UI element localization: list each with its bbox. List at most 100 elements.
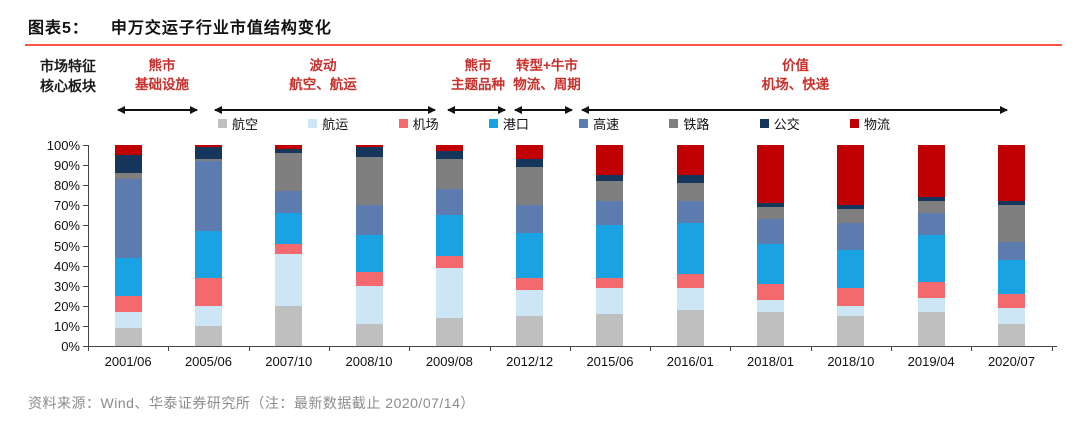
- bar-segment-物流: [194, 145, 222, 148]
- legend-swatch: [849, 119, 859, 128]
- bar-segment-公交: [596, 175, 624, 182]
- market-feature-label: 市场特征 核心板块: [40, 56, 96, 96]
- x-axis-label: 2018/01: [747, 354, 795, 369]
- legend-swatch: [669, 119, 679, 128]
- bar-segment-航空: [194, 325, 222, 346]
- bar-segment-铁路: [997, 205, 1025, 242]
- bar-segment-航运: [275, 253, 303, 306]
- bar-2001/06: [114, 145, 142, 346]
- x-axis-label: 2001/06: [104, 354, 152, 369]
- bar-segment-铁路: [676, 183, 704, 202]
- bar-segment-机场: [917, 281, 945, 298]
- phase-arrow-4: [514, 106, 573, 114]
- bar-segment-机场: [355, 271, 383, 286]
- bar-segment-航运: [194, 305, 222, 326]
- bar-segment-航运: [997, 307, 1025, 324]
- x-axis-tick: [248, 346, 250, 351]
- phase-label-transform-bull: 转型+牛市 物流、周期: [513, 58, 581, 92]
- bar-2015/06: [596, 145, 624, 346]
- phase-arrow-5: [581, 106, 1008, 114]
- legend-item-航运: 航运: [308, 114, 348, 133]
- bar-segment-铁路: [355, 157, 383, 206]
- chart-legend: 航空 航运 机场 港口 高速 铁路 公交 物流: [218, 114, 890, 133]
- bar-2007/10: [275, 145, 303, 346]
- bar-2018/10: [837, 145, 865, 346]
- bar-segment-航空: [757, 311, 785, 346]
- bar-segment-港口: [194, 231, 222, 278]
- y-axis-line: [88, 145, 89, 346]
- x-axis-tick: [88, 346, 89, 351]
- bar-segment-港口: [917, 235, 945, 282]
- legend-swatch: [398, 119, 408, 128]
- bar-segment-航空: [676, 309, 704, 346]
- bar-segment-高速: [355, 205, 383, 236]
- bar-segment-公交: [275, 149, 303, 154]
- bar-segment-公交: [355, 147, 383, 158]
- bar-segment-物流: [355, 145, 383, 148]
- x-axis-tick: [810, 346, 812, 351]
- bar-segment-航运: [114, 311, 142, 328]
- figure-label: 图表5：: [28, 20, 89, 37]
- bar-segment-物流: [917, 145, 945, 198]
- y-axis-label: 20%: [53, 298, 80, 314]
- bar-segment-铁路: [837, 209, 865, 224]
- bar-segment-港口: [837, 249, 865, 288]
- bar-segment-高速: [757, 219, 785, 244]
- y-axis-tick: [83, 165, 88, 167]
- bar-segment-高速: [435, 189, 463, 216]
- bar-segment-港口: [355, 235, 383, 272]
- bar-segment-高速: [596, 201, 624, 226]
- bar-segment-铁路: [114, 173, 142, 180]
- bar-segment-公交: [516, 159, 544, 168]
- legend-item-机场: 机场: [398, 114, 439, 133]
- x-axis-tick: [569, 346, 571, 351]
- bar-segment-航运: [596, 287, 624, 314]
- x-axis-label: 2019/04: [907, 354, 955, 369]
- x-axis-tick: [730, 346, 732, 351]
- bar-segment-航空: [596, 313, 624, 346]
- legend-item-航空: 航空: [218, 114, 258, 133]
- bar-segment-铁路: [275, 153, 303, 192]
- bar-segment-航运: [917, 297, 945, 312]
- bar-segment-港口: [676, 223, 704, 274]
- bar-segment-航空: [355, 323, 383, 346]
- bar-segment-公交: [997, 201, 1025, 206]
- bar-segment-机场: [837, 287, 865, 306]
- bar-segment-航运: [757, 299, 785, 312]
- legend-item-高速: 高速: [579, 114, 619, 133]
- bar-segment-港口: [114, 257, 142, 296]
- y-axis-label: 60%: [53, 218, 80, 234]
- y-axis-tick: [83, 285, 88, 287]
- phase-label-bear-theme: 熊市 主题品种: [451, 58, 505, 92]
- legend-swatch: [579, 119, 589, 128]
- x-axis-tick: [489, 346, 491, 351]
- y-axis-tick: [83, 305, 88, 307]
- y-axis-label: 10%: [53, 318, 80, 334]
- legend-item-港口: 港口: [488, 114, 529, 133]
- bar-segment-机场: [596, 277, 624, 288]
- legend-label: 航空: [232, 117, 259, 132]
- phase-label-volatility: 波动 航空、航运: [289, 58, 357, 92]
- bar-segment-机场: [275, 243, 303, 254]
- legend-swatch: [308, 119, 318, 128]
- page-title: 申万交运子行业市值结构变化: [110, 20, 332, 37]
- y-axis-label: 80%: [53, 178, 80, 194]
- bar-2019/04: [917, 145, 945, 346]
- x-axis-label: 2005/06: [184, 354, 232, 369]
- x-axis-tick: [650, 346, 652, 351]
- market-feature-line2: 核心板块: [40, 78, 96, 94]
- y-axis-label: 0%: [61, 339, 80, 354]
- bar-segment-高速: [917, 213, 945, 236]
- x-axis-tick: [1051, 346, 1053, 351]
- y-axis-label: 50%: [53, 238, 80, 254]
- bar-segment-铁路: [194, 159, 222, 162]
- bar-segment-公交: [917, 197, 945, 202]
- y-axis-tick: [83, 245, 88, 247]
- legend-label: 港口: [502, 117, 529, 132]
- bar-segment-物流: [837, 145, 865, 206]
- x-axis-tick: [971, 346, 973, 351]
- x-axis-label: 2008/10: [345, 354, 393, 369]
- legend-swatch: [218, 119, 227, 128]
- legend-label: 机场: [412, 117, 439, 132]
- legend-label: 航运: [322, 117, 349, 132]
